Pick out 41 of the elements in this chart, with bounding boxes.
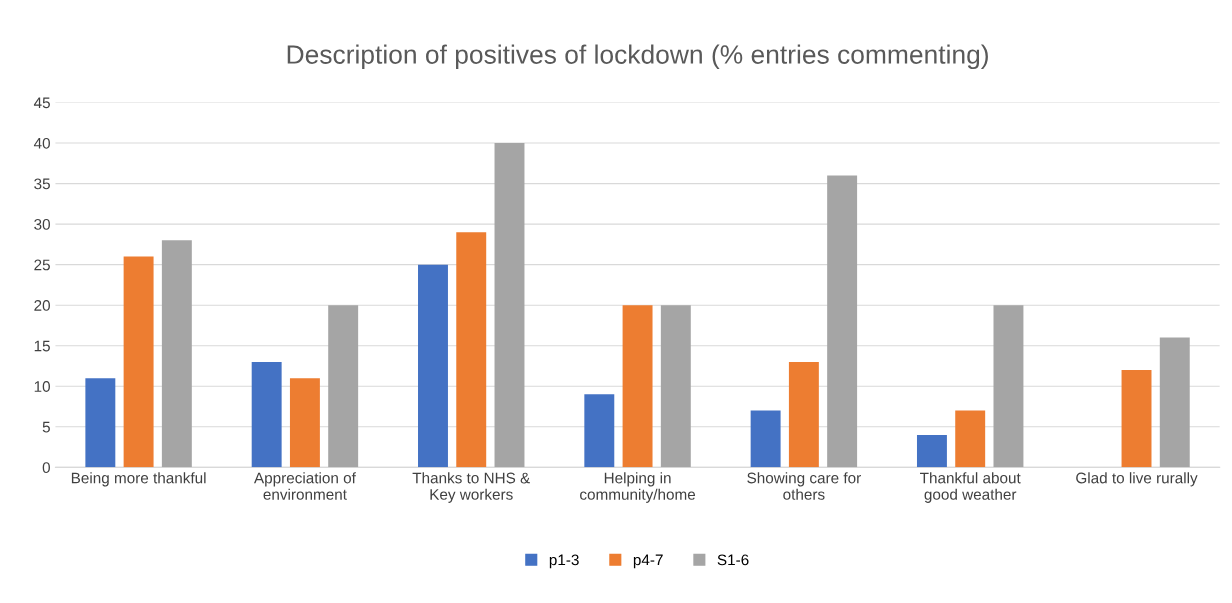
legend-label: p4-7 (633, 554, 663, 569)
bar (916, 434, 947, 468)
y-tick-label: 35 (34, 178, 50, 190)
bar (622, 305, 653, 468)
y-tick-label: 20 (34, 300, 50, 311)
x-tick-label: Showing care for others (747, 472, 861, 500)
y-tick-label: 30 (34, 218, 50, 230)
y-tick-label: 5 (42, 421, 50, 433)
bar (993, 305, 1024, 468)
bar (750, 410, 781, 468)
bar (289, 378, 320, 468)
bar (85, 378, 116, 468)
bar (827, 175, 858, 468)
bar (418, 264, 448, 468)
bar (123, 256, 154, 468)
bar (494, 143, 525, 468)
y-tick-label: 10 (34, 381, 50, 392)
y-tick-label: 15 (34, 340, 50, 352)
bar (1121, 370, 1152, 468)
bar (251, 361, 282, 468)
bar (1159, 337, 1190, 468)
chart-title: Description of positives of lockdown (% entries commenting) (287, 44, 988, 70)
bar (328, 305, 359, 468)
x-tick-label: Thankful about good weather (920, 472, 1021, 503)
bar (161, 240, 192, 468)
bar (584, 394, 615, 468)
y-tick-label: 40 (33, 137, 50, 149)
y-tick-label: 0 (42, 462, 50, 474)
x-tick-label: Being more thankful (71, 472, 206, 487)
y-tick-label: 45 (33, 97, 50, 109)
bar (456, 232, 487, 468)
x-tick-label: Glad to live rurally (1076, 472, 1198, 487)
y-tick-label: 25 (34, 259, 50, 271)
x-tick-label: Thanks to NHS & Key workers (412, 472, 531, 503)
bar (788, 361, 819, 468)
legend-label: S1-6 (717, 554, 749, 566)
bar (955, 410, 986, 468)
x-tick-label: Appreciation of environment (254, 472, 356, 500)
x-tick-label: Helping in community/home (580, 472, 696, 503)
bar (660, 305, 691, 468)
legend-label: p1-3 (549, 554, 579, 569)
